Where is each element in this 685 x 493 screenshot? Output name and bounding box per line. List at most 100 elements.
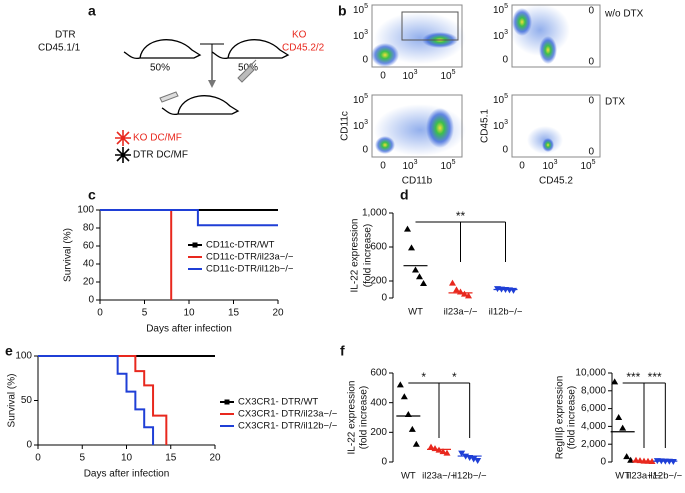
y-tick-label: 50 bbox=[21, 395, 33, 406]
tick-label: 103 bbox=[402, 69, 417, 82]
x-tick-label: 20 bbox=[272, 308, 284, 319]
survival-line bbox=[100, 209, 173, 300]
tick-exp: 5 bbox=[504, 93, 508, 100]
panel-label: a bbox=[88, 3, 96, 19]
y-tick-label: 200 bbox=[370, 276, 387, 287]
syringe-icon bbox=[159, 91, 179, 103]
x-axis-label: Days after infection bbox=[146, 324, 232, 335]
y-tick-label: 0 bbox=[88, 295, 94, 306]
tick-base: 10 bbox=[353, 121, 365, 132]
tick-exp: 3 bbox=[414, 69, 418, 76]
connector bbox=[200, 43, 224, 82]
tick-label: 105 bbox=[493, 3, 508, 16]
y-tick-label: 100 bbox=[15, 351, 32, 362]
tick-base: 10 bbox=[542, 161, 554, 172]
cell-icon bbox=[115, 130, 131, 146]
data-point bbox=[669, 458, 677, 465]
quadrant-label: 0 bbox=[588, 147, 594, 158]
legend-label: CD11c-DTR/il12b−/− bbox=[206, 264, 294, 275]
significance-label: *** bbox=[648, 370, 662, 384]
panel-label: e bbox=[5, 343, 13, 359]
data-point bbox=[453, 286, 460, 293]
y-tick-label: 40 bbox=[83, 259, 95, 270]
data-point bbox=[408, 425, 416, 432]
cell-label: DTR DC/MF bbox=[133, 150, 188, 161]
tick-base: 10 bbox=[493, 95, 505, 106]
significance-label: ** bbox=[456, 209, 466, 223]
x-tick-label: 5 bbox=[79, 453, 85, 464]
tick-label: 105 bbox=[580, 159, 595, 172]
tick-label: 0 bbox=[362, 145, 368, 156]
tick-label: 103 bbox=[493, 119, 508, 132]
y-tick-label: 0 bbox=[26, 440, 32, 451]
data-point bbox=[510, 287, 517, 294]
y-tick-label: 100 bbox=[77, 205, 94, 216]
axis-label: CD45.2 bbox=[539, 176, 573, 187]
y-axis-label: Survival (%) bbox=[7, 374, 18, 428]
x-tick-label: il12b−/− bbox=[453, 471, 487, 482]
y-tick-label: 0 bbox=[381, 457, 387, 468]
x-tick-label: 10 bbox=[183, 308, 195, 319]
x-axis-label: Days after infection bbox=[84, 469, 170, 480]
axis-label: CD45.1 bbox=[480, 109, 491, 143]
tick-label: 105 bbox=[440, 159, 455, 172]
y-axis-label: (fold increase) bbox=[359, 386, 370, 449]
data-point bbox=[619, 424, 627, 431]
y-axis-label: (fold increase) bbox=[567, 386, 578, 449]
significance-label: * bbox=[421, 370, 426, 384]
tick-exp: 5 bbox=[504, 3, 508, 10]
tick-label: 105 bbox=[440, 69, 455, 82]
panel-a: a DTR CD45.1/1 KO CD45.2/2 50% 50% KO DC… bbox=[38, 3, 325, 163]
x-tick-label: 10 bbox=[121, 453, 133, 464]
x-tick-label: 20 bbox=[209, 453, 221, 464]
y-tick-label: 60 bbox=[83, 241, 95, 252]
x-tick-label: WT bbox=[615, 471, 630, 482]
y-tick-label: 80 bbox=[83, 223, 95, 234]
x-tick-label: il12b−/− bbox=[489, 307, 523, 318]
data-point bbox=[449, 279, 456, 286]
tick-label: 0 bbox=[502, 145, 508, 156]
y-tick-label: 4,000 bbox=[581, 421, 606, 432]
x-tick-label: il23a−/− bbox=[627, 471, 661, 482]
significance-label: * bbox=[452, 370, 457, 384]
legend-label: CX3CR1- DTR/il12b−/− bbox=[238, 421, 338, 432]
legend-label: CX3CR1- DTR/il23a−/− bbox=[238, 409, 338, 420]
y-tick-label: 6,000 bbox=[581, 403, 606, 414]
panel-label: c bbox=[88, 187, 96, 203]
tick-base: 10 bbox=[493, 5, 505, 16]
tick-label: 0 bbox=[519, 161, 525, 172]
y-axis-label: RegIIIβ expression bbox=[555, 376, 566, 460]
y-tick-label: 10,000 bbox=[575, 368, 606, 379]
density bbox=[542, 138, 554, 152]
tick-label: 105 bbox=[353, 93, 368, 106]
tick-exp: 3 bbox=[504, 119, 508, 126]
data-point bbox=[611, 378, 619, 385]
tick-exp: 3 bbox=[414, 159, 418, 166]
tick-base: 10 bbox=[493, 31, 505, 42]
legend-label: CD11c-DTR/WT bbox=[206, 240, 275, 251]
tick-base: 10 bbox=[353, 95, 365, 106]
axis-label: CD11c bbox=[340, 111, 351, 141]
data-point bbox=[412, 266, 419, 273]
x-tick-label: WT bbox=[401, 471, 416, 482]
y-tick-label: 2,000 bbox=[581, 439, 606, 450]
tick-label: 0 bbox=[380, 161, 386, 172]
tick-base: 10 bbox=[353, 5, 365, 16]
x-tick-label: il23a−/− bbox=[444, 307, 478, 318]
gate bbox=[401, 11, 459, 41]
data-point bbox=[420, 280, 427, 287]
tick-exp: 5 bbox=[592, 159, 596, 166]
data-point bbox=[623, 453, 631, 460]
y-tick-label: 0 bbox=[381, 293, 387, 304]
x-tick-label: 15 bbox=[228, 308, 240, 319]
y-tick-label: 0 bbox=[600, 457, 606, 468]
cell-icon bbox=[115, 147, 131, 163]
panel-label: d bbox=[400, 187, 409, 203]
data-point bbox=[458, 450, 466, 457]
y-tick-label: 20 bbox=[83, 277, 95, 288]
significance-label: *** bbox=[626, 370, 640, 384]
data-point bbox=[416, 273, 423, 280]
y-axis-label: IL-22 expression bbox=[350, 219, 361, 293]
data-point bbox=[439, 448, 447, 455]
density bbox=[371, 43, 399, 67]
